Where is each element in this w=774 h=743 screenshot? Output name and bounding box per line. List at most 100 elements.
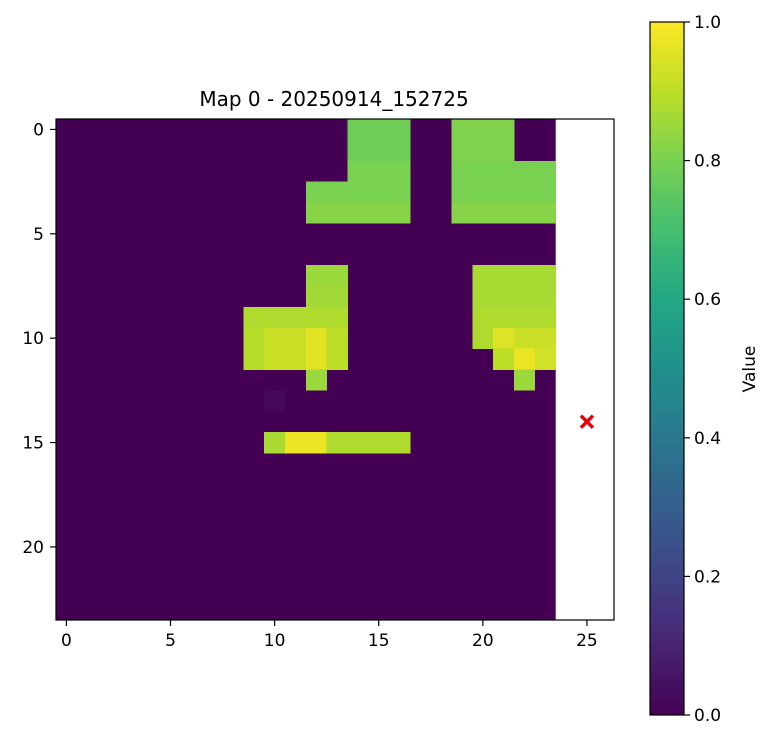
colorbar-segment: [650, 278, 684, 286]
heatmap-cell: [493, 202, 515, 224]
colorbar-segment: [650, 28, 684, 37]
heatmap-cell: [472, 202, 494, 224]
heatmap-cell: [326, 348, 348, 370]
heatmap-cell: [264, 327, 286, 349]
heatmap-cell: [305, 327, 327, 349]
heatmap-cell: [472, 286, 494, 308]
heatmap-cell: [368, 202, 390, 224]
heatmap-cell: [493, 160, 515, 182]
heatmap-cell: [305, 181, 327, 203]
heatmap-cell: [534, 306, 557, 329]
heatmap-cell: [326, 202, 348, 224]
heatmap-cell: [514, 160, 536, 182]
colorbar-segment: [650, 292, 684, 300]
heatmap-cell: [514, 369, 536, 391]
colorbar-segment: [650, 132, 684, 141]
y-tick-label: 15: [22, 434, 44, 454]
heatmap-cell: [326, 265, 348, 287]
colorbar-segment: [650, 673, 684, 681]
colorbar-segment: [650, 527, 684, 536]
heatmap-cell: [514, 181, 536, 203]
heatmap-cell: [514, 202, 536, 224]
colorbar-segment: [650, 35, 684, 44]
colorbar-segment: [650, 403, 684, 411]
colorbar-segment: [650, 458, 684, 467]
colorbar-segment: [650, 611, 684, 619]
heatmap-cell: [493, 181, 515, 203]
y-tick-label: 0: [33, 120, 44, 140]
colorbar-segment: [650, 701, 684, 709]
heatmap-cell: [514, 286, 536, 308]
y-tick-label: 20: [22, 538, 44, 558]
colorbar-segment: [650, 423, 684, 432]
colorbar-segment: [650, 313, 684, 321]
heatmap-cell: [534, 181, 557, 203]
colorbar-segment: [650, 430, 684, 439]
colorbar-segment: [650, 112, 684, 120]
x-tick-label: 15: [368, 631, 390, 651]
colorbar-label: Value: [740, 346, 760, 393]
colorbar-segment: [650, 382, 684, 390]
heatmap-cell: [347, 202, 369, 224]
heatmap-cell: [389, 202, 411, 224]
heatmap-cell: [514, 265, 536, 287]
heatmap-cell: [326, 306, 348, 329]
colorbar-segment: [650, 229, 684, 238]
colorbar-frame: [649, 21, 685, 716]
colorbar-segment: [650, 562, 684, 571]
heatmap-cell: [514, 348, 536, 370]
heatmap-cell: [472, 160, 494, 182]
heatmap-cell: [368, 160, 390, 182]
colorbar-segment: [650, 680, 684, 688]
heatmap-cell: [472, 265, 494, 287]
colorbar-segment: [650, 264, 684, 273]
colorbar-segment: [650, 389, 684, 397]
colorbar-segment: [650, 243, 684, 252]
heatmap-cell: [493, 306, 515, 329]
colorbar-segment: [650, 257, 684, 266]
colorbar-segment: [650, 42, 684, 51]
colorbar-segment: [650, 493, 684, 501]
colorbar-segment: [650, 188, 684, 196]
colorbar-segment: [650, 91, 684, 99]
colorbar-tick-label: 0.0: [694, 706, 721, 726]
heatmap-cell: [389, 119, 411, 141]
colorbar-segment: [650, 486, 684, 494]
heatmap-cell: [326, 327, 348, 349]
heatmap-cell: [305, 348, 327, 370]
colorbar-segment: [650, 604, 684, 612]
y-tick-label: 5: [33, 225, 44, 245]
colorbar-segment: [650, 410, 684, 418]
colorbar-segment: [650, 319, 684, 328]
colorbar-tick-label: 0.4: [694, 429, 721, 449]
heatmap-cell: [368, 432, 390, 454]
colorbar-segment: [650, 659, 684, 668]
colorbar: 0.0 0.2 0.4 0.6 0.8 1.0: [649, 13, 721, 726]
x-tick-label: 20: [472, 631, 494, 651]
heatmap-cell: [347, 119, 369, 141]
colorbar-segment: [650, 576, 684, 584]
heatmap-cell: [389, 432, 411, 454]
colorbar-segment: [650, 333, 684, 342]
heatmap-cell: [472, 139, 494, 162]
heatmap-cell: [305, 265, 327, 287]
marker-x-stroke: [579, 414, 595, 429]
colorbar-segment: [650, 160, 684, 169]
colorbar-segment: [650, 687, 684, 695]
colorbar-segment: [650, 638, 684, 647]
colorbar-segment: [650, 49, 684, 58]
colorbar-segment: [650, 472, 684, 480]
colorbar-segment: [650, 222, 684, 231]
colorbar-segment: [650, 451, 684, 460]
chart-title: Map 0 - 20250914_152725: [199, 87, 468, 111]
heatmap-cell: [305, 432, 327, 454]
heatmap-cell: [451, 139, 473, 162]
heatmap-cell: [264, 390, 286, 412]
heatmap-cell: [347, 139, 369, 162]
heatmap-cell: [264, 348, 286, 370]
heatmap-cell: [493, 286, 515, 308]
colorbar-segment: [650, 708, 684, 716]
colorbar-segment: [650, 597, 684, 605]
heatmap-cell: [451, 202, 473, 224]
heatmap-cell: [326, 181, 348, 203]
